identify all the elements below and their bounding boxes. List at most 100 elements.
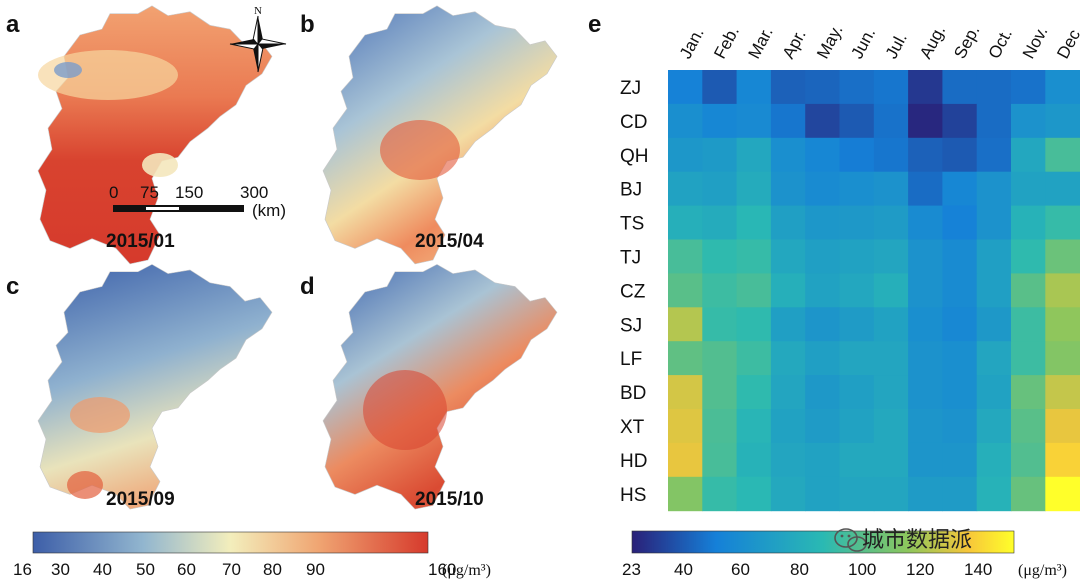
compass-north-label: N (254, 5, 262, 17)
heatmap-cell (702, 409, 738, 444)
heatmap-cell (976, 205, 1012, 240)
column-label: Oct. (985, 25, 1016, 61)
heatmap-cell (873, 171, 909, 207)
heatmap-cell (873, 273, 909, 308)
column-label: Apr. (779, 26, 810, 62)
heatmap-cell (976, 341, 1012, 376)
heatmap-cell (702, 375, 738, 410)
heatmap-cell (805, 442, 840, 478)
heat-colorbar-tick: 23 (622, 560, 641, 579)
heatmap-cell (839, 171, 875, 207)
heatmap-cell (736, 239, 772, 274)
heat-colorbar-ticks: 23 40 60 80 100 120 140 (622, 560, 992, 579)
map-panel-a: a 2015/01 (6, 5, 273, 265)
heatmap-cell (839, 375, 875, 410)
map-colorbar-tick: 16 (13, 560, 32, 579)
scale-tick-0: 0 (109, 183, 118, 202)
panel-label-e: e (588, 11, 601, 38)
heat-colorbar-tick: 120 (906, 560, 934, 579)
heat-colorbar-tick: 60 (731, 560, 750, 579)
heatmap-cell (976, 239, 1012, 274)
row-label: CZ (620, 281, 646, 302)
scale-tick-150: 150 (175, 183, 203, 202)
heatmap-cell (736, 103, 772, 139)
heatmap-cell (908, 171, 943, 207)
column-label: Sep. (950, 22, 983, 62)
heatmap-cell (668, 70, 703, 105)
heatmap-cell (1011, 239, 1046, 274)
heatmap-cell (873, 341, 909, 376)
panel-label-b: b (300, 11, 315, 38)
heatmap-cell (702, 137, 738, 173)
heat-colorbar-gradient (631, 530, 1015, 554)
row-label: SJ (620, 315, 642, 336)
heatmap-cell (839, 137, 875, 173)
heatmap-cell (736, 341, 772, 376)
heatmap-cell (736, 375, 772, 410)
compass-icon: N (229, 5, 287, 73)
heatmap-cell (1045, 70, 1080, 105)
heatmap-cell (805, 409, 840, 444)
column-label: Mar. (745, 24, 777, 62)
heatmap-cell (736, 205, 772, 240)
heatmap-cell (805, 273, 840, 308)
row-label: BD (620, 383, 646, 404)
heatmap-cell (770, 205, 806, 240)
heatmap-cell (736, 273, 772, 308)
heatmap-cell (1011, 476, 1046, 512)
map-colorbar-tick: 30 (51, 560, 70, 579)
heat-colorbar-tick: 100 (848, 560, 876, 579)
row-label: TJ (620, 247, 641, 268)
heatmap-cell (873, 103, 909, 139)
heatmap-cell (976, 171, 1012, 207)
heatmap-cell (805, 70, 840, 105)
heatmap-cell (1045, 307, 1080, 342)
heatmap-cell (942, 476, 978, 512)
heatmap-cell (1011, 273, 1046, 308)
heatmap-cell (839, 70, 875, 105)
heatmap-cell (976, 103, 1012, 139)
heatmap-cell (1045, 137, 1080, 173)
heatmap-cell (770, 273, 806, 308)
heatmap-cell (702, 307, 738, 342)
heatmap-cell (702, 205, 738, 240)
heatmap-cell (1011, 205, 1046, 240)
map-colorbar-tick: 160 (428, 560, 456, 579)
map-colorbar-tick: 90 (306, 560, 325, 579)
heatmap-cell (668, 341, 703, 376)
heatmap-cell (805, 171, 840, 207)
column-label: May. (813, 22, 846, 62)
heatmap-cell (908, 375, 943, 410)
scale-bar-segment (146, 207, 179, 210)
row-label: HS (620, 485, 646, 506)
heatmap-cell (1011, 375, 1046, 410)
heatmap-cell (668, 307, 703, 342)
heatmap-cell (873, 137, 909, 173)
heatmap-cell (873, 70, 909, 105)
column-label: Jan. (676, 25, 708, 62)
heatmap-cell (805, 205, 840, 240)
heatmap-cell (873, 442, 909, 478)
map-colorbar-tick: 70 (222, 560, 241, 579)
heatmap-cell (736, 137, 772, 173)
heatmap-cell (873, 307, 909, 342)
heatmap-cell (736, 171, 772, 207)
heatmap-cell (1045, 341, 1080, 376)
map-colorbar-tick: 60 (177, 560, 196, 579)
map-colorbar-tick: 40 (93, 560, 112, 579)
heatmap-cell (702, 239, 738, 274)
heatmap-cell (873, 375, 909, 410)
map-colorbar: 16 30 40 50 60 70 80 90 160 (μg/m³) (13, 531, 491, 579)
heatmap-cell (1045, 409, 1080, 444)
heatmap-cell (770, 171, 806, 207)
column-label: Jul. (882, 30, 911, 62)
heatmap-cell (942, 70, 978, 105)
heatmap-cell (770, 341, 806, 376)
heatmap-cell (942, 442, 978, 478)
heatmap-cell (805, 375, 840, 410)
heatmap-cell (942, 103, 978, 139)
map-region-d (322, 263, 558, 510)
heatmap-cell (908, 137, 943, 173)
heatmap-cell (839, 273, 875, 308)
